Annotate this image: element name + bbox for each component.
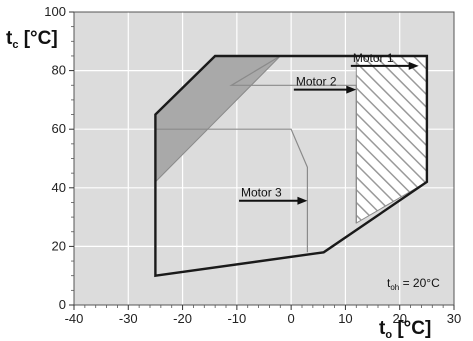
x-axis-title: to [°C] bbox=[379, 318, 431, 341]
x-tick-label-6: 20 bbox=[392, 311, 406, 326]
x-axis-title-main: t bbox=[379, 318, 386, 339]
annotation-label-1: Motor 1 bbox=[353, 51, 394, 65]
motor-2-boundary bbox=[229, 55, 357, 223]
annotation-arrowhead-3 bbox=[297, 196, 308, 205]
annotation-label-2: Motor 2 bbox=[296, 75, 337, 89]
x-tick-label-0: -40 bbox=[65, 311, 84, 326]
x-axis-title-sub: o bbox=[385, 329, 392, 341]
y-axis-title-sub: c bbox=[12, 39, 18, 51]
x-axis-title-unit: [°C] bbox=[392, 318, 431, 339]
x-tick-label-4: 0 bbox=[288, 311, 295, 326]
y-tick-label-4: 80 bbox=[52, 63, 66, 78]
y-tick-label-2: 40 bbox=[52, 180, 66, 195]
y-tick-label-5: 100 bbox=[44, 4, 66, 19]
note-sub: oh bbox=[390, 283, 399, 292]
y-axis-title: tc [°C] bbox=[6, 28, 58, 51]
x-tick-label-2: -20 bbox=[173, 311, 192, 326]
annotation-arrowhead-1 bbox=[408, 61, 419, 70]
y-axis-title-main: t bbox=[6, 28, 13, 49]
motor-1-envelope bbox=[154, 54, 429, 278]
ambient-temperature-note: toh = 20°C bbox=[387, 276, 440, 292]
note-rest: = 20°C bbox=[399, 276, 440, 290]
x-tick-label-5: 10 bbox=[338, 311, 352, 326]
y-tick-label-3: 60 bbox=[52, 121, 66, 136]
annotations: Motor 1 Motor 2 Motor 3 bbox=[239, 51, 419, 205]
note-main: t bbox=[387, 276, 391, 290]
x-tick-label-3: -10 bbox=[227, 311, 246, 326]
motor-3-boundary bbox=[155, 128, 308, 253]
y-axis-title-unit: [°C] bbox=[18, 28, 57, 49]
y-ticks: 0 20 40 60 80 100 bbox=[44, 4, 74, 312]
y-tick-label-0: 0 bbox=[59, 297, 66, 312]
annotation-1: Motor 1 bbox=[350, 51, 419, 70]
annotation-label-3: Motor 3 bbox=[241, 186, 282, 200]
x-tick-label-7: 30 bbox=[447, 311, 461, 326]
annotation-2: Motor 2 bbox=[293, 75, 357, 94]
annotation-arrowhead-2 bbox=[346, 85, 357, 94]
x-ticks: -40 -30 -20 -10 0 10 20 30 bbox=[65, 305, 461, 326]
y-tick-label-1: 20 bbox=[52, 238, 66, 253]
x-tick-label-1: -30 bbox=[119, 311, 138, 326]
annotation-3: Motor 3 bbox=[239, 186, 308, 205]
